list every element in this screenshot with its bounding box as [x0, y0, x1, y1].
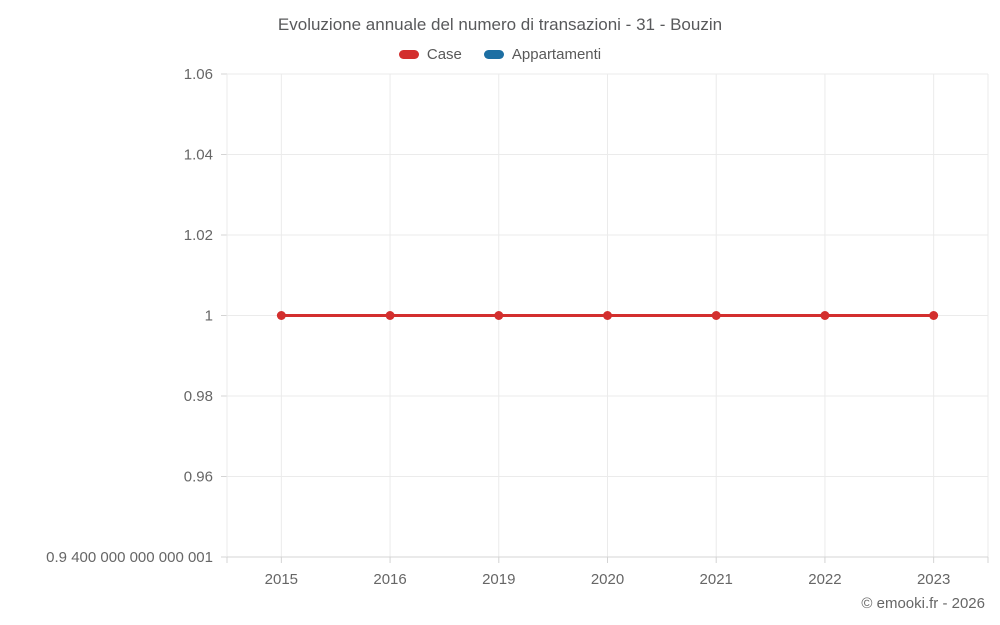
data-point-case[interactable]: [603, 311, 612, 320]
appartamenti-series-swatch-icon: [483, 50, 504, 59]
x-tick-label: 2023: [917, 571, 950, 588]
case-series-swatch-icon: [398, 50, 419, 59]
x-tick-label: 2016: [373, 571, 406, 588]
legend-label-case: Case: [426, 46, 462, 63]
y-tick-label: 1.02: [184, 227, 213, 244]
x-tick-label: 2021: [700, 571, 733, 588]
chart-title: Evoluzione annuale del numero di transaz…: [277, 15, 723, 34]
data-point-case[interactable]: [276, 311, 286, 320]
data-point-case[interactable]: [494, 311, 504, 320]
legend: Case Appartamenti: [0, 46, 1000, 63]
copyright: © emooki.fr - 2026: [861, 595, 985, 612]
y-tick-label: 0.96: [184, 469, 213, 486]
y-tick-label: 1.06: [184, 66, 213, 83]
x-tick-label: 2019: [482, 571, 515, 588]
x-tick-label: 2015: [265, 571, 298, 588]
data-point-case[interactable]: [385, 311, 395, 320]
x-tick-label: 2020: [591, 571, 624, 588]
y-tick-label: 0.9 400 000 000 000 001: [46, 549, 213, 566]
y-tick-label: 1: [205, 308, 213, 325]
legend-item-appartamenti[interactable]: Appartamenti: [483, 46, 602, 63]
data-point-case[interactable]: [711, 311, 721, 320]
legend-item-case[interactable]: Case: [398, 46, 462, 63]
x-tick-label: 2022: [808, 571, 841, 588]
data-point-case[interactable]: [820, 311, 830, 320]
y-tick-label: 0.98: [184, 388, 213, 405]
legend-label-appartamenti: Appartamenti: [511, 46, 602, 63]
y-tick-label: 1.04: [184, 147, 213, 164]
data-point-case[interactable]: [929, 311, 939, 320]
